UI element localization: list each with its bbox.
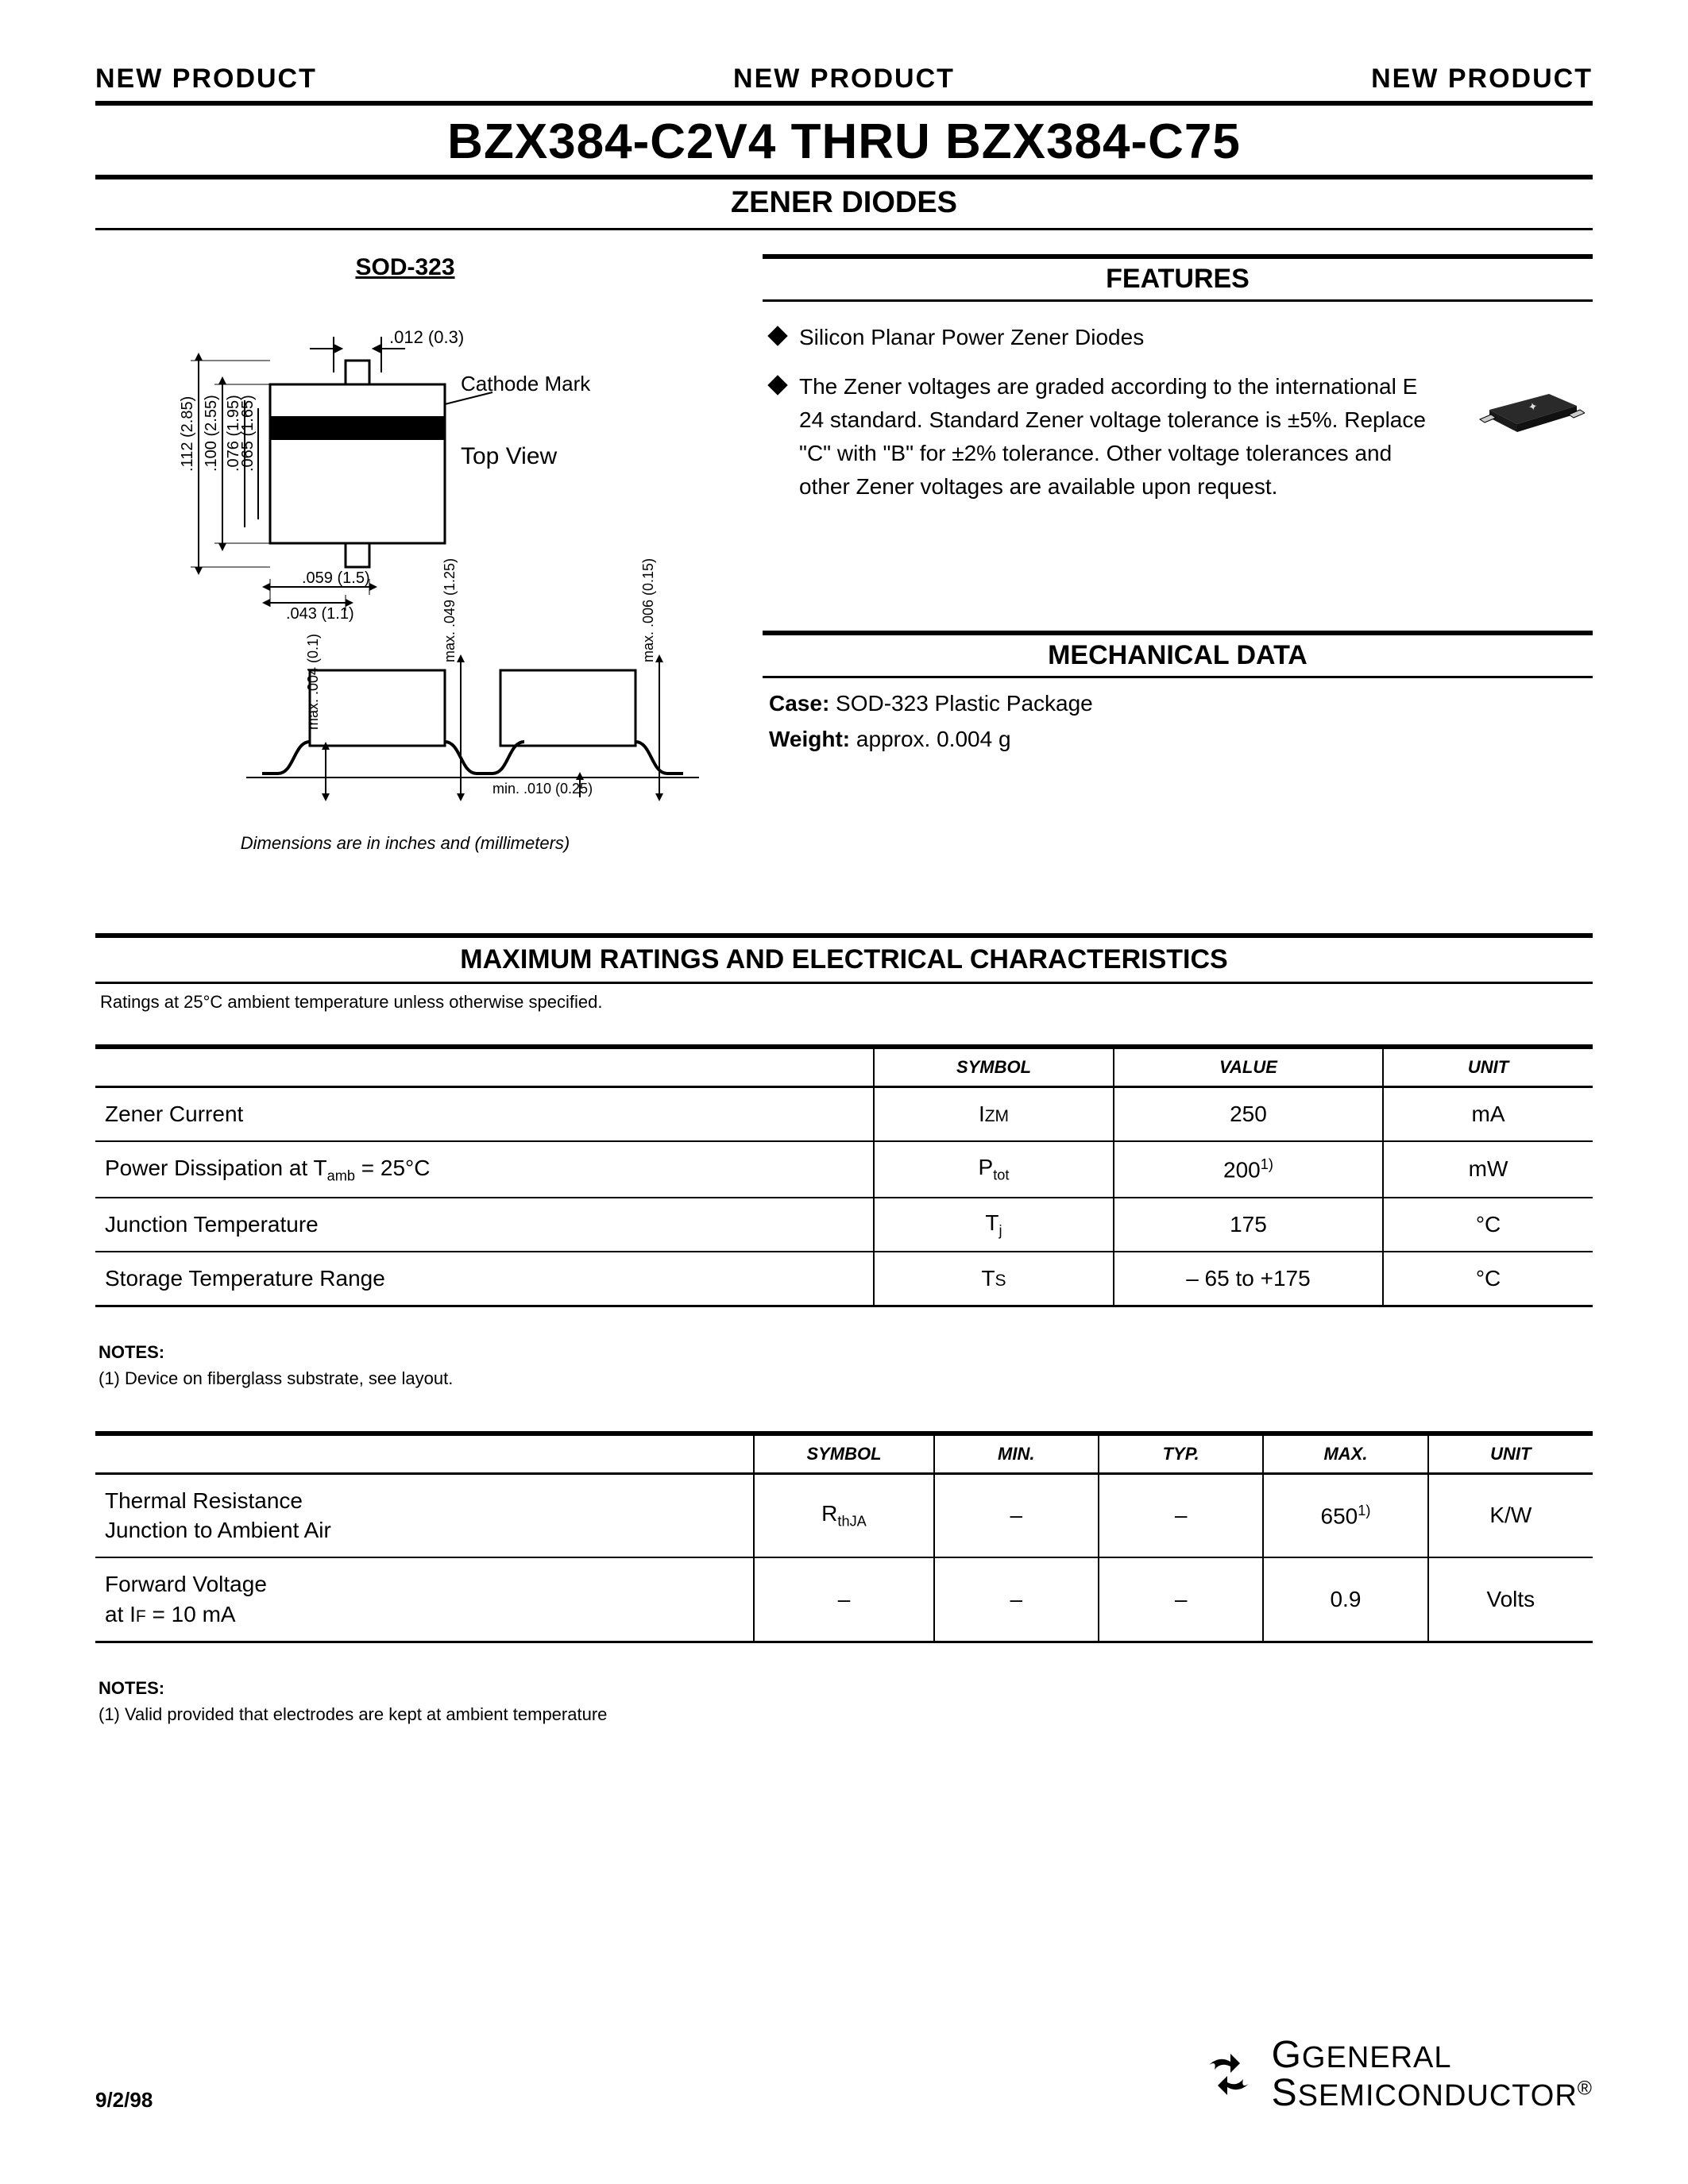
dim-lead-w: .012 (0.3): [389, 327, 464, 347]
banner-right: NEW PRODUCT: [1371, 64, 1593, 95]
package-diagram-column: SOD-323 .012 (0.3) Cathode Mark: [95, 254, 715, 854]
max-ratings-section: MAXIMUM RATINGS AND ELECTRICAL CHARACTER…: [95, 933, 1593, 1727]
t1-unit-0: mA: [1383, 1087, 1593, 1141]
t1-param-1: Power Dissipation at Tamb = 25°C: [95, 1141, 874, 1198]
t1-unit-3: °C: [1383, 1252, 1593, 1306]
table-row: Zener Current IZM 250 mA: [95, 1087, 1593, 1141]
table-row: Junction Temperature Tj 175 °C: [95, 1198, 1593, 1252]
t2-min-0: –: [934, 1473, 1099, 1557]
t1-value-0: 250: [1114, 1087, 1383, 1141]
table1-col-1: SYMBOL: [874, 1047, 1114, 1087]
t1-symbol-3: TS: [874, 1252, 1114, 1306]
dimensions-note: Dimensions are in inches and (millimeter…: [95, 833, 715, 854]
banner-center: NEW PRODUCT: [733, 64, 955, 95]
table-row: Storage Temperature Range TS – 65 to +17…: [95, 1252, 1593, 1306]
cathode-mark-label: Cathode Mark: [461, 372, 591, 396]
t1-value-3: – 65 to +175: [1114, 1252, 1383, 1306]
t1-unit-1: mW: [1383, 1141, 1593, 1198]
t1-value-2: 175: [1114, 1198, 1383, 1252]
t1-param-0: Zener Current: [95, 1087, 874, 1141]
table2-col-4: MAX.: [1263, 1433, 1427, 1474]
feature-item-0: Silicon Planar Power Zener Diodes: [771, 321, 1585, 354]
table-row: Thermal ResistanceJunction to Ambient Ai…: [95, 1473, 1593, 1557]
rule-subtitle: [95, 228, 1593, 230]
t1-param-2: Junction Temperature: [95, 1198, 874, 1252]
new-product-banner: NEW PRODUCT NEW PRODUCT NEW PRODUCT: [95, 64, 1593, 101]
dim-side-gap: min. .010 (0.25): [492, 781, 593, 797]
company-logo: GGENERAL SSEMICONDUCTOR®: [1197, 2036, 1593, 2113]
ratings-table-1: SYMBOLVALUEUNIT Zener Current IZM 250 mA…: [95, 1044, 1593, 1307]
t2-typ-1: –: [1099, 1557, 1263, 1642]
t2-symbol-0: RthJA: [754, 1473, 933, 1557]
t2-min-1: –: [934, 1557, 1099, 1642]
table1-col-2: VALUE: [1114, 1047, 1383, 1087]
dim-side-h1: max. .004 (0.1): [305, 634, 321, 730]
t1-symbol-0: IZM: [874, 1087, 1114, 1141]
dim-w-inner2: .065 (1.65): [239, 395, 257, 472]
t2-unit-1: Volts: [1428, 1557, 1593, 1642]
ratings-table-2: SYMBOLMIN.TYP.MAX.UNIT Thermal Resistanc…: [95, 1431, 1593, 1643]
dim-side-h3: max. .006 (0.15): [640, 558, 656, 662]
dim-lead-len-inner: .043 (1.1): [286, 605, 354, 623]
dim-lead-len-outer: .059 (1.5): [302, 569, 370, 587]
notes-1: NOTES: (1) Device on fiberglass substrat…: [98, 1339, 1593, 1391]
bullet-icon: [767, 375, 787, 395]
package-label: SOD-323: [95, 254, 715, 281]
package-diagram: .012 (0.3) Cathode Mark Top View .112 (2…: [95, 305, 715, 817]
table1-col-3: UNIT: [1383, 1047, 1593, 1087]
table2-col-0: [95, 1433, 754, 1474]
t2-unit-0: K/W: [1428, 1473, 1593, 1557]
table-row: Power Dissipation at Tamb = 25°C Ptot 20…: [95, 1141, 1593, 1198]
features-heading: FEATURES: [763, 259, 1593, 299]
top-view-label: Top View: [461, 443, 558, 469]
table2-col-5: UNIT: [1428, 1433, 1593, 1474]
table-row: Forward Voltageat IF = 10 mA – – – 0.9 V…: [95, 1557, 1593, 1642]
mech-case: Case: SOD-323 Plastic Package: [769, 686, 1586, 722]
dim-h-inner: .100 (2.55): [203, 395, 220, 472]
t1-symbol-1: Ptot: [874, 1141, 1114, 1198]
notes-2: NOTES: (1) Valid provided that electrode…: [98, 1675, 1593, 1727]
t2-max-1: 0.9: [1263, 1557, 1427, 1642]
features-section: FEATURES Silicon Planar Power Zener Diod…: [763, 254, 1593, 504]
dim-h-outer: .112 (2.85): [179, 396, 196, 472]
t2-symbol-1: –: [754, 1557, 933, 1642]
logo-text: GGENERAL SSEMICONDUCTOR®: [1272, 2036, 1593, 2113]
page-footer: 9/2/98 GGENERAL SSEMICONDUCTOR®: [95, 2036, 1593, 2113]
table1-col-0: [95, 1047, 874, 1087]
logo-icon: [1197, 2043, 1261, 2106]
page-subtitle: ZENER DIODES: [95, 179, 1593, 228]
page-title: BZX384-C2V4 THRU BZX384-C75: [95, 106, 1593, 175]
t2-max-0: 6501): [1263, 1473, 1427, 1557]
bullet-icon: [767, 326, 787, 345]
ratings-condition: Ratings at 25°C ambient temperature unle…: [95, 984, 1593, 1044]
t1-symbol-2: Tj: [874, 1198, 1114, 1252]
t1-unit-2: °C: [1383, 1198, 1593, 1252]
footer-date: 9/2/98: [95, 2088, 153, 2113]
t2-typ-0: –: [1099, 1473, 1263, 1557]
table2-col-2: MIN.: [934, 1433, 1099, 1474]
banner-left: NEW PRODUCT: [95, 64, 317, 95]
mechanical-section: MECHANICAL DATA Case: SOD-323 Plastic Pa…: [763, 631, 1593, 758]
dim-side-h2: max. .049 (1.25): [442, 558, 458, 662]
table2-col-1: SYMBOL: [754, 1433, 933, 1474]
feature-item-1: The Zener voltages are graded according …: [771, 370, 1585, 504]
t2-param-1: Forward Voltageat IF = 10 mA: [95, 1557, 754, 1642]
mechanical-heading: MECHANICAL DATA: [763, 635, 1593, 676]
feature-text-1: The Zener voltages are graded according …: [799, 370, 1443, 504]
t1-param-3: Storage Temperature Range: [95, 1252, 874, 1306]
mech-weight: Weight: approx. 0.004 g: [769, 722, 1586, 758]
t2-param-0: Thermal ResistanceJunction to Ambient Ai…: [95, 1473, 754, 1557]
max-ratings-heading: MAXIMUM RATINGS AND ELECTRICAL CHARACTER…: [95, 933, 1593, 984]
component-icon: ✦: [1474, 370, 1585, 504]
t1-value-1: 2001): [1114, 1141, 1383, 1198]
table2-col-3: TYP.: [1099, 1433, 1263, 1474]
feature-text-0: Silicon Planar Power Zener Diodes: [799, 321, 1144, 354]
